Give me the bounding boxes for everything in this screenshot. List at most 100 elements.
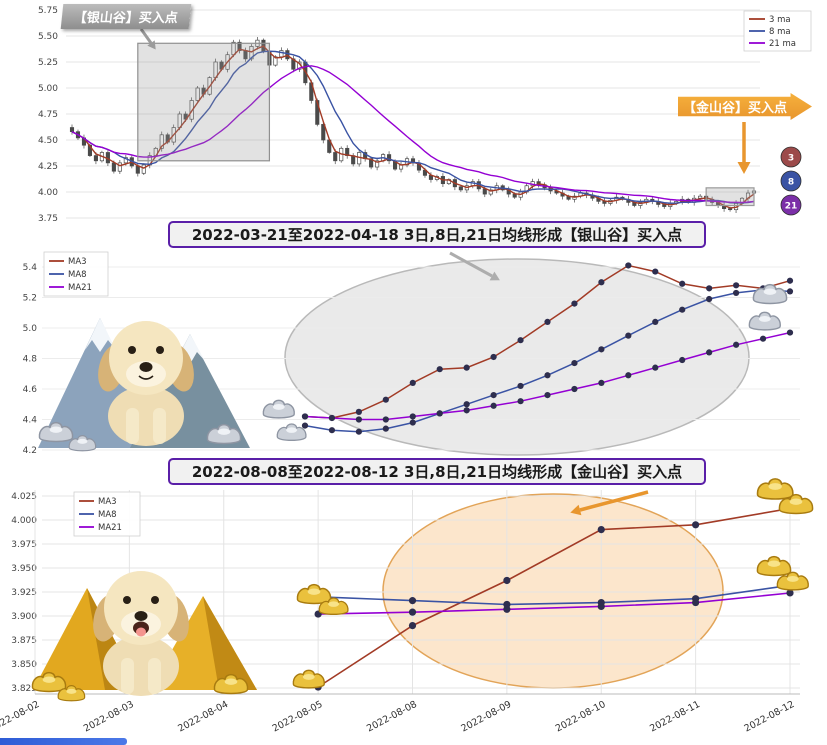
marker (301, 422, 309, 429)
puppy-eye (151, 596, 159, 604)
candle-body (458, 186, 463, 191)
marker (733, 282, 740, 289)
y-tick-label: 5.4 (23, 263, 38, 273)
y-tick-label: 5.0 (23, 324, 38, 334)
marker (517, 337, 524, 344)
marker (597, 526, 605, 534)
gold-ingot-icon (292, 669, 325, 689)
ma-badge-8: 8 (780, 170, 802, 192)
candle-body (93, 155, 98, 162)
x-tick-label: 2022-08-09 (459, 699, 513, 735)
y-tick-label: 3.850 (11, 660, 37, 670)
y-tick-label: 5.25 (38, 58, 58, 68)
y-tick-label: 4.000 (11, 516, 37, 526)
legend-label: MA8 (68, 270, 87, 280)
marker (786, 288, 794, 295)
marker (517, 398, 524, 405)
gold-ingot-icon (296, 583, 332, 605)
marker (490, 392, 497, 399)
candle-body (488, 189, 493, 195)
line-MA8 (318, 584, 791, 606)
y-tick-label: 4.25 (38, 162, 58, 172)
silver-callout-arrow (139, 28, 156, 50)
marker (328, 414, 336, 422)
marker (652, 268, 659, 275)
marker (490, 402, 497, 409)
line-MA3 (317, 507, 791, 688)
marker (409, 419, 416, 426)
legend-label: 3 ma (769, 15, 791, 25)
marker (692, 598, 700, 607)
y-tick-label: 4.025 (11, 492, 37, 502)
marker (652, 364, 659, 371)
marker (355, 428, 362, 435)
marker (692, 521, 700, 529)
x-tick-label: 2022-08-03 (82, 699, 136, 735)
puppy (93, 571, 189, 696)
top-legend: 3 ma 8 ma 21 ma (743, 10, 812, 52)
puppy (98, 321, 194, 446)
marker (544, 318, 551, 325)
silver-ingot-icon (262, 399, 295, 419)
x-tick-label: 2022-08-02 (0, 699, 41, 735)
marker (408, 608, 417, 616)
marker (490, 353, 497, 361)
puppy-nose (134, 611, 148, 621)
marker (409, 379, 416, 386)
marker (408, 597, 417, 605)
marker (786, 277, 794, 284)
y-tick-label: 3.825 (11, 684, 37, 694)
y-tick-label: 3.975 (11, 540, 37, 550)
x-tick-label: 2022-08-05 (271, 699, 325, 735)
marker (328, 427, 336, 434)
marker (544, 392, 551, 399)
svg-text:3: 3 (788, 154, 794, 164)
y-tick-label: 4.75 (38, 110, 58, 120)
y-tick-label: 3.925 (11, 588, 37, 598)
marker (598, 379, 605, 386)
mountain-snow-cap (85, 318, 116, 352)
y-tick-label: 3.900 (11, 612, 37, 622)
candle-body (159, 134, 164, 149)
candle-body (195, 87, 200, 101)
marker (382, 416, 389, 423)
marker (625, 262, 632, 269)
gold-callout-arrow (737, 122, 751, 174)
bottom-blue-strip (0, 738, 127, 745)
marker (679, 306, 686, 313)
marker (355, 408, 362, 415)
legend-label: 8 ma (769, 27, 791, 37)
marker (382, 396, 389, 403)
marker (598, 346, 605, 353)
middle-silver-valley-chart: 5.4 5.2 5.0 4.8 4.6 4.4 4.2 MA3 MA8 MA21 (23, 251, 800, 456)
marker (503, 605, 511, 613)
mid-legend: MA3 MA8 MA21 (43, 251, 109, 297)
marker (597, 602, 605, 611)
candle-body (237, 41, 242, 51)
legend-label: MA21 (98, 523, 122, 533)
legend-label: 21 ma (769, 39, 796, 49)
silver-valley-highlight-ellipse (284, 258, 750, 456)
gold-pyramid-shade (203, 596, 257, 690)
y-tick-label: 4.6 (23, 385, 38, 395)
ma-badge-21: 21 (780, 194, 802, 216)
puppy-eye (156, 346, 164, 354)
marker (733, 341, 740, 348)
marker (786, 329, 794, 336)
candle-body (279, 50, 284, 58)
silver-ingot-icon (748, 311, 781, 331)
puppy-eye (123, 596, 131, 604)
gold-valley-box (705, 187, 755, 207)
marker (625, 372, 632, 379)
ma-line-21 (71, 65, 755, 204)
candle-body (698, 195, 703, 199)
silver-banner-arrow (449, 251, 500, 281)
silver-valley-buy-point-callout: 【银山谷】买入点 (60, 4, 192, 29)
marker (463, 364, 470, 371)
candle-body (123, 157, 128, 164)
x-tick-label: 2022-08-04 (176, 699, 230, 735)
marker (436, 366, 443, 373)
marker (598, 279, 605, 286)
marker (652, 318, 659, 325)
line-MA21 (318, 592, 791, 615)
